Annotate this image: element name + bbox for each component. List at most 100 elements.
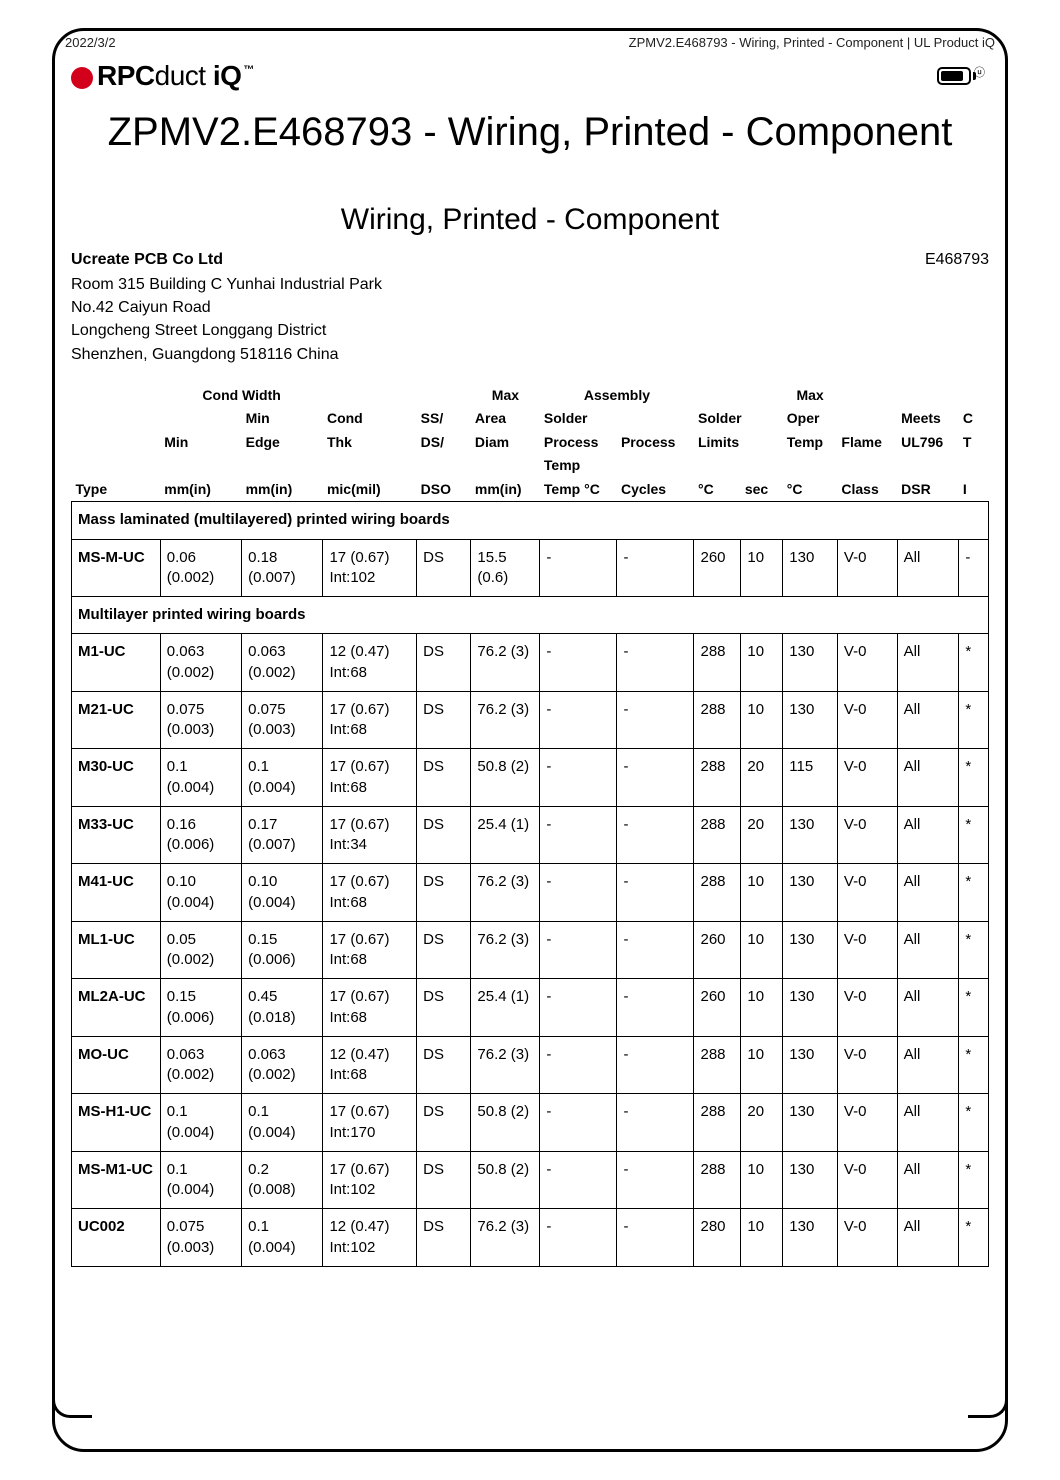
hdr-edge: Edge xyxy=(242,431,323,455)
cell-min: 0.1 (0.004) xyxy=(160,1094,241,1152)
ul-badge-icon: ⓤ xyxy=(974,64,985,80)
cell-min: 0.16 (0.006) xyxy=(160,806,241,864)
hdr-max2: Max xyxy=(783,384,838,408)
cell-asp_c: - xyxy=(617,1209,694,1267)
cell-oper: 130 xyxy=(783,864,838,922)
hdr-temp: Temp xyxy=(783,431,838,455)
cell-oper: 130 xyxy=(783,539,838,597)
hdr-thk: Thk xyxy=(323,431,417,455)
cell-asp_c: - xyxy=(617,864,694,922)
cell-area: 15.5 (0.6) xyxy=(471,539,540,597)
cell-asp_t: - xyxy=(540,1036,617,1094)
hdr-max: Max xyxy=(471,384,540,408)
hdr-c: C xyxy=(959,407,989,431)
page-title: ZPMV2.E468793 - Wiring, Printed - Compon… xyxy=(71,110,989,155)
cell-oper: 130 xyxy=(783,921,838,979)
company-address: Room 315 Building C Yunhai Industrial Pa… xyxy=(71,273,989,366)
cell-sl_c: 280 xyxy=(694,1209,741,1267)
cell-asp_c: - xyxy=(617,806,694,864)
cell-ssds: DS xyxy=(417,1094,471,1152)
cell-min: 0.063 (0.002) xyxy=(160,1036,241,1094)
cell-oper: 130 xyxy=(783,1151,838,1209)
cell-type: UC002 xyxy=(72,1209,161,1267)
cell-sl_s: 10 xyxy=(741,864,783,922)
cell-edge: 0.063 (0.002) xyxy=(242,1036,323,1094)
cell-flame: V-0 xyxy=(837,634,897,692)
section-heading: Multilayer printed wiring boards xyxy=(72,597,989,634)
cell-ssds: DS xyxy=(417,806,471,864)
cell-edge: 0.063 (0.002) xyxy=(242,634,323,692)
cell-sl_s: 10 xyxy=(741,1209,783,1267)
cell-flame: V-0 xyxy=(837,979,897,1037)
cell-oper: 130 xyxy=(783,691,838,749)
cell-asp_c: - xyxy=(617,979,694,1037)
cell-flame: V-0 xyxy=(837,691,897,749)
cell-min: 0.063 (0.002) xyxy=(160,634,241,692)
cell-ul796: All xyxy=(897,691,959,749)
cell-sl_c: 288 xyxy=(694,1036,741,1094)
cell-sl_c: 288 xyxy=(694,864,741,922)
table-row: M1-UC0.063 (0.002)0.063 (0.002)12 (0.47)… xyxy=(72,634,989,692)
page-frame: 2022/3/2 ZPMV2.E468793 - Wiring, Printed… xyxy=(52,28,1008,1452)
cell-min: 0.10 (0.004) xyxy=(160,864,241,922)
data-table: Cond Width Max Assembly Max Min Cond SS/… xyxy=(71,384,989,1267)
cell-sl_s: 10 xyxy=(741,1036,783,1094)
cell-type: MS-M1-UC xyxy=(72,1151,161,1209)
hdr-cond: Cond xyxy=(323,407,417,431)
hdr-cond-width: Cond Width xyxy=(160,384,323,408)
cell-cti: * xyxy=(959,864,989,922)
cell-ul796: All xyxy=(897,979,959,1037)
hdr-area-sub: mm(in) xyxy=(471,478,540,502)
cell-ssds: DS xyxy=(417,1036,471,1094)
brand-bold: RPC xyxy=(97,60,155,91)
file-number: E468793 xyxy=(925,251,989,269)
corner-bracket-icon xyxy=(52,1378,92,1418)
cell-cti: * xyxy=(959,1036,989,1094)
cell-asp_t: - xyxy=(540,1151,617,1209)
cell-ul796: All xyxy=(897,1036,959,1094)
hdr-solder-lim: Solder xyxy=(694,407,783,431)
cell-edge: 0.075 (0.003) xyxy=(242,691,323,749)
cell-edge: 0.17 (0.007) xyxy=(242,806,323,864)
cell-thk: 17 (0.67) Int:68 xyxy=(323,921,417,979)
cell-ul796: All xyxy=(897,1151,959,1209)
hdr-thk-sub: mic(mil) xyxy=(323,478,417,502)
cell-sl_c: 260 xyxy=(694,921,741,979)
cell-thk: 17 (0.67) Int:34 xyxy=(323,806,417,864)
cell-cti: * xyxy=(959,749,989,807)
cell-sl_c: 260 xyxy=(694,539,741,597)
cell-asp_t: - xyxy=(540,691,617,749)
cell-flame: V-0 xyxy=(837,1036,897,1094)
company-name: Ucreate PCB Co Ltd xyxy=(71,251,223,269)
cell-area: 25.4 (1) xyxy=(471,806,540,864)
ul-dot-icon xyxy=(71,67,93,89)
hdr-tempc-sub: Temp °C xyxy=(540,478,617,502)
cell-oper: 130 xyxy=(783,806,838,864)
hdr-temp-lbl: Temp xyxy=(540,454,617,478)
cell-cti: * xyxy=(959,806,989,864)
cell-edge: 0.2 (0.008) xyxy=(242,1151,323,1209)
table-row: M33-UC0.16 (0.006)0.17 (0.007)17 (0.67) … xyxy=(72,806,989,864)
cell-thk: 17 (0.67) Int:68 xyxy=(323,979,417,1037)
cell-thk: 17 (0.67) Int:102 xyxy=(323,1151,417,1209)
cell-flame: V-0 xyxy=(837,1151,897,1209)
meta-path: ZPMV2.E468793 - Wiring, Printed - Compon… xyxy=(629,35,995,50)
cell-sl_s: 20 xyxy=(741,749,783,807)
cell-flame: V-0 xyxy=(837,1094,897,1152)
cell-asp_c: - xyxy=(617,539,694,597)
cell-cti: * xyxy=(959,1209,989,1267)
hdr-meets: Meets xyxy=(897,407,959,431)
hdr-ds: DS/ xyxy=(417,431,471,455)
cell-area: 76.2 (3) xyxy=(471,1209,540,1267)
battery-icon: ⓤ xyxy=(937,67,989,85)
cell-asp_c: - xyxy=(617,921,694,979)
cell-asp_t: - xyxy=(540,749,617,807)
hdr-process: Process xyxy=(540,431,617,455)
cell-ssds: DS xyxy=(417,691,471,749)
cell-edge: 0.18 (0.007) xyxy=(242,539,323,597)
hdr-edge-sub: mm(in) xyxy=(242,478,323,502)
table-row: ML1-UC0.05 (0.002)0.15 (0.006)17 (0.67) … xyxy=(72,921,989,979)
cell-oper: 130 xyxy=(783,1094,838,1152)
cell-sl_c: 288 xyxy=(694,691,741,749)
cell-flame: V-0 xyxy=(837,1209,897,1267)
